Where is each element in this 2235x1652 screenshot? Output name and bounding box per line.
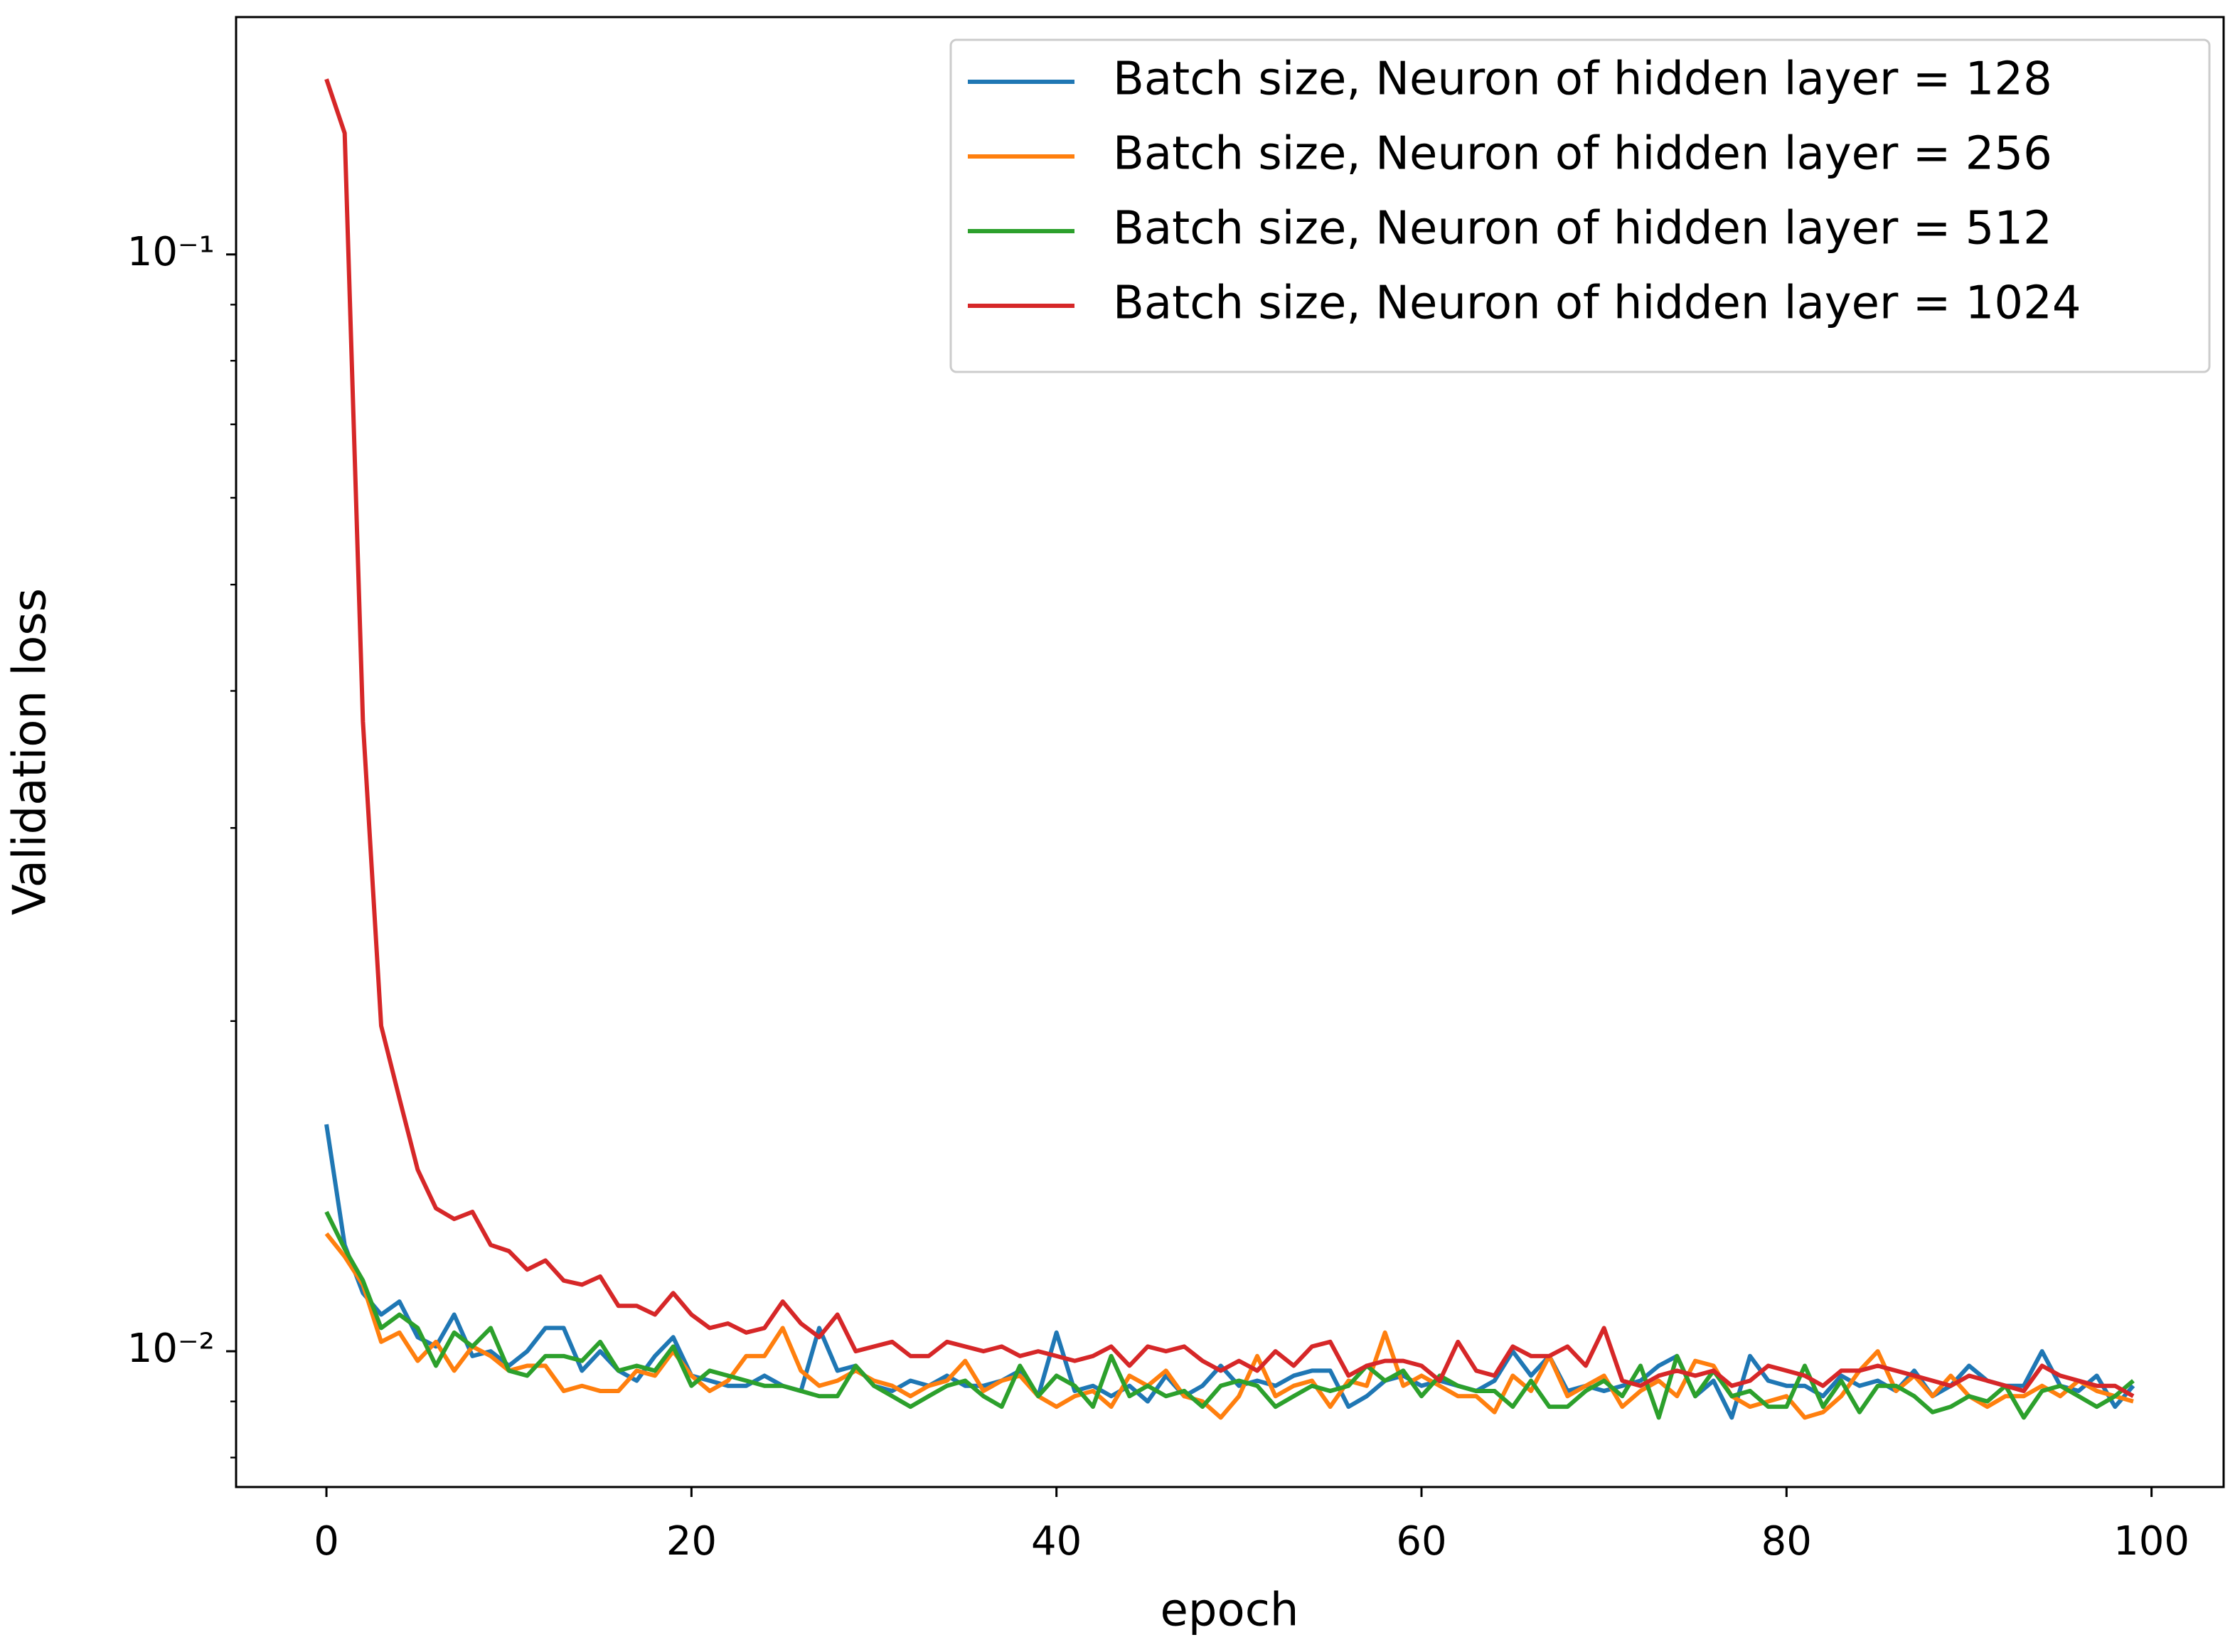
x-tick-label: 20 bbox=[666, 1518, 717, 1565]
data-line bbox=[324, 1124, 2135, 1420]
x-tick-label: 60 bbox=[1396, 1518, 1446, 1565]
x-tick-label: 0 bbox=[314, 1518, 339, 1565]
x-tick-label: 40 bbox=[1031, 1518, 1082, 1565]
y-axis-label: Validation loss bbox=[4, 588, 57, 915]
legend-label: Batch size, Neuron of hidden layer = 128 bbox=[1113, 53, 2052, 106]
legend-label: Batch size, Neuron of hidden layer = 256 bbox=[1113, 128, 2052, 181]
x-tick-label: 80 bbox=[1761, 1518, 1812, 1565]
plot-frame bbox=[235, 16, 2225, 1488]
data-line bbox=[324, 78, 2135, 1398]
legend-label: Batch size, Neuron of hidden layer = 102… bbox=[1113, 277, 2081, 330]
legend: Batch size, Neuron of hidden layer = 128… bbox=[949, 38, 2211, 373]
y-tick-label: 10⁻² bbox=[127, 1326, 215, 1372]
data-line bbox=[324, 1210, 2135, 1420]
y-tick-label: 10⁻¹ bbox=[127, 229, 215, 275]
x-axis-label: epoch bbox=[1161, 1584, 1299, 1637]
data-line bbox=[324, 1232, 2134, 1420]
legend-label: Batch size, Neuron of hidden layer = 512 bbox=[1113, 203, 2052, 255]
legend-box bbox=[949, 38, 2211, 373]
x-tick-label: 100 bbox=[2113, 1518, 2189, 1565]
